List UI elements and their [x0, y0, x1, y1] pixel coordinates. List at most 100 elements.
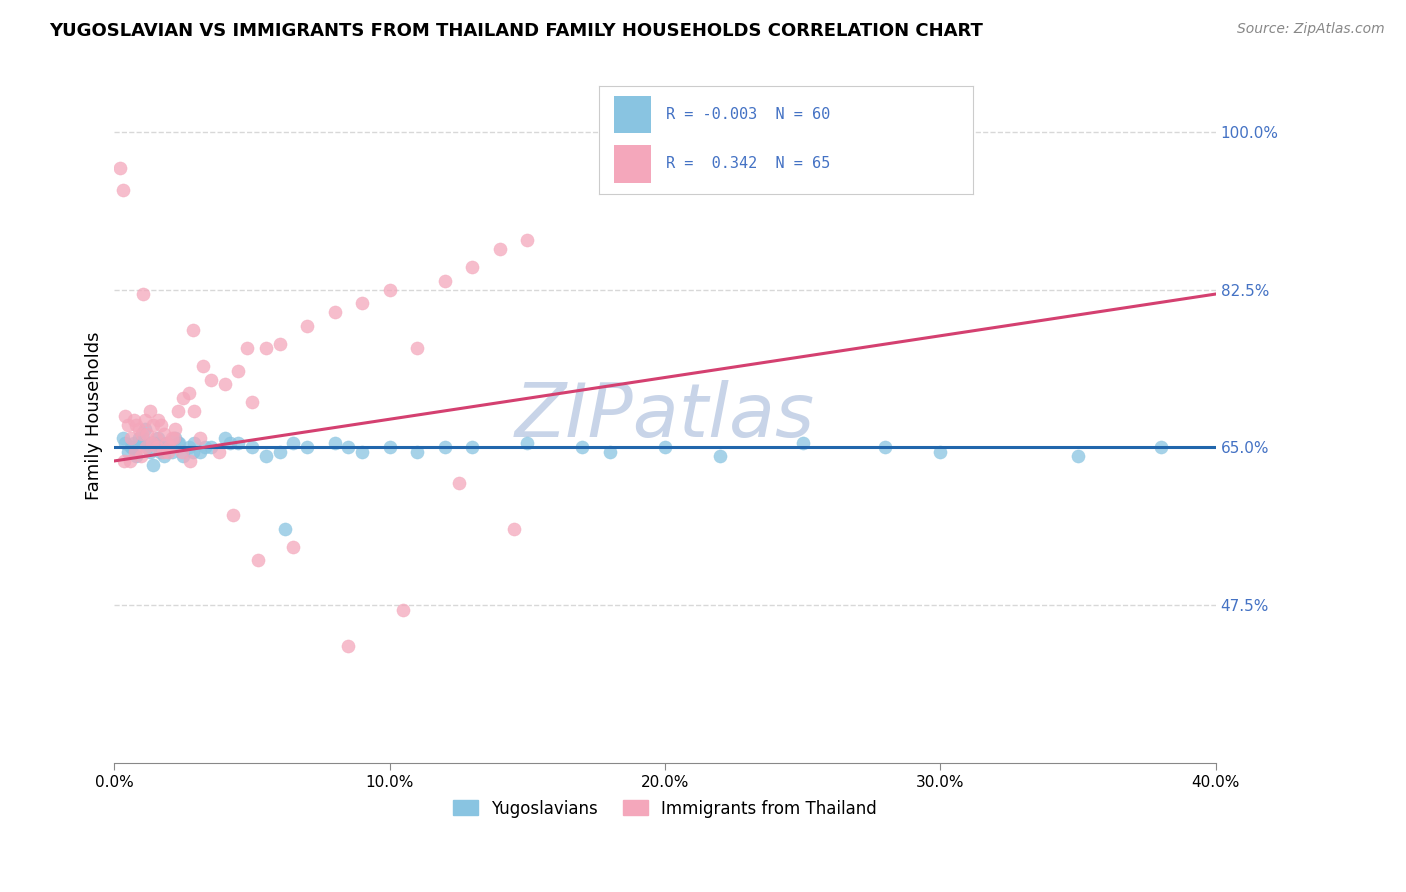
Point [125, 450, 148, 464]
Point [177, 441, 200, 455]
Point [516, 233, 538, 247]
Point [117, 417, 139, 432]
Point [188, 431, 211, 445]
Point [200, 373, 222, 387]
Point [149, 445, 172, 459]
Point [269, 336, 291, 351]
Point [254, 450, 277, 464]
Point [172, 450, 194, 464]
Point [516, 436, 538, 450]
Point [111, 183, 134, 197]
Point [134, 413, 156, 427]
Point [283, 436, 305, 450]
Point [148, 413, 170, 427]
Point [156, 436, 179, 450]
Point [214, 377, 236, 392]
Point [235, 341, 257, 355]
Point [295, 441, 318, 455]
Point [163, 422, 186, 436]
Point [117, 445, 139, 459]
Point [142, 417, 165, 432]
Point [599, 445, 621, 459]
Point [142, 458, 165, 473]
Point [254, 341, 277, 355]
Point [200, 441, 222, 455]
Point [114, 436, 136, 450]
Point [709, 450, 731, 464]
Point [323, 305, 346, 319]
Point [148, 431, 170, 445]
Point [153, 426, 176, 441]
Point [489, 242, 512, 256]
Point [246, 553, 269, 567]
Point [152, 445, 174, 459]
Point [121, 441, 143, 455]
Point [177, 386, 200, 401]
Point [269, 445, 291, 459]
Point [378, 283, 401, 297]
Point [150, 441, 173, 455]
Point [125, 417, 148, 432]
Point [1149, 441, 1171, 455]
Point [139, 404, 162, 418]
Point [132, 287, 155, 301]
Point [166, 404, 188, 418]
Point [108, 161, 131, 175]
Point [571, 441, 593, 455]
Point [406, 341, 429, 355]
Point [122, 436, 145, 450]
Point [135, 441, 157, 455]
Point [378, 441, 401, 455]
Point [240, 441, 263, 455]
Point [146, 441, 169, 455]
Point [352, 296, 374, 310]
Point [1067, 450, 1090, 464]
Point [274, 522, 297, 536]
Point [352, 445, 374, 459]
Point [120, 441, 142, 455]
Point [194, 441, 217, 455]
Point [145, 436, 167, 450]
Point [929, 445, 952, 459]
Point [160, 445, 183, 459]
Point [167, 436, 190, 450]
Point [160, 431, 183, 445]
Point [191, 359, 214, 374]
Point [114, 409, 136, 423]
Point [461, 441, 484, 455]
Point [323, 436, 346, 450]
Point [159, 441, 181, 455]
Point [461, 260, 484, 274]
Point [222, 508, 245, 522]
Point [502, 522, 524, 536]
Point [162, 431, 184, 445]
Point [150, 417, 173, 432]
Point [188, 445, 211, 459]
Point [157, 445, 180, 459]
Point [170, 445, 193, 459]
Point [153, 450, 176, 464]
Point [226, 436, 249, 450]
Point [392, 603, 415, 617]
Point [166, 436, 188, 450]
Point [134, 422, 156, 436]
Point [654, 441, 676, 455]
Point [875, 441, 897, 455]
Point [141, 436, 163, 450]
Text: YUGOSLAVIAN VS IMMIGRANTS FROM THAILAND FAMILY HOUSEHOLDS CORRELATION CHART: YUGOSLAVIAN VS IMMIGRANTS FROM THAILAND … [49, 22, 983, 40]
Point [447, 476, 470, 491]
Point [240, 395, 263, 409]
Point [219, 436, 242, 450]
Point [181, 445, 204, 459]
Point [128, 422, 150, 436]
Point [172, 391, 194, 405]
Legend: Yugoslavians, Immigrants from Thailand: Yugoslavians, Immigrants from Thailand [446, 793, 884, 824]
Point [433, 441, 456, 455]
Point [226, 364, 249, 378]
Point [129, 450, 152, 464]
Point [132, 431, 155, 445]
Point [141, 436, 163, 450]
Y-axis label: Family Households: Family Households [86, 332, 103, 500]
Text: Source: ZipAtlas.com: Source: ZipAtlas.com [1237, 22, 1385, 37]
Point [128, 431, 150, 445]
